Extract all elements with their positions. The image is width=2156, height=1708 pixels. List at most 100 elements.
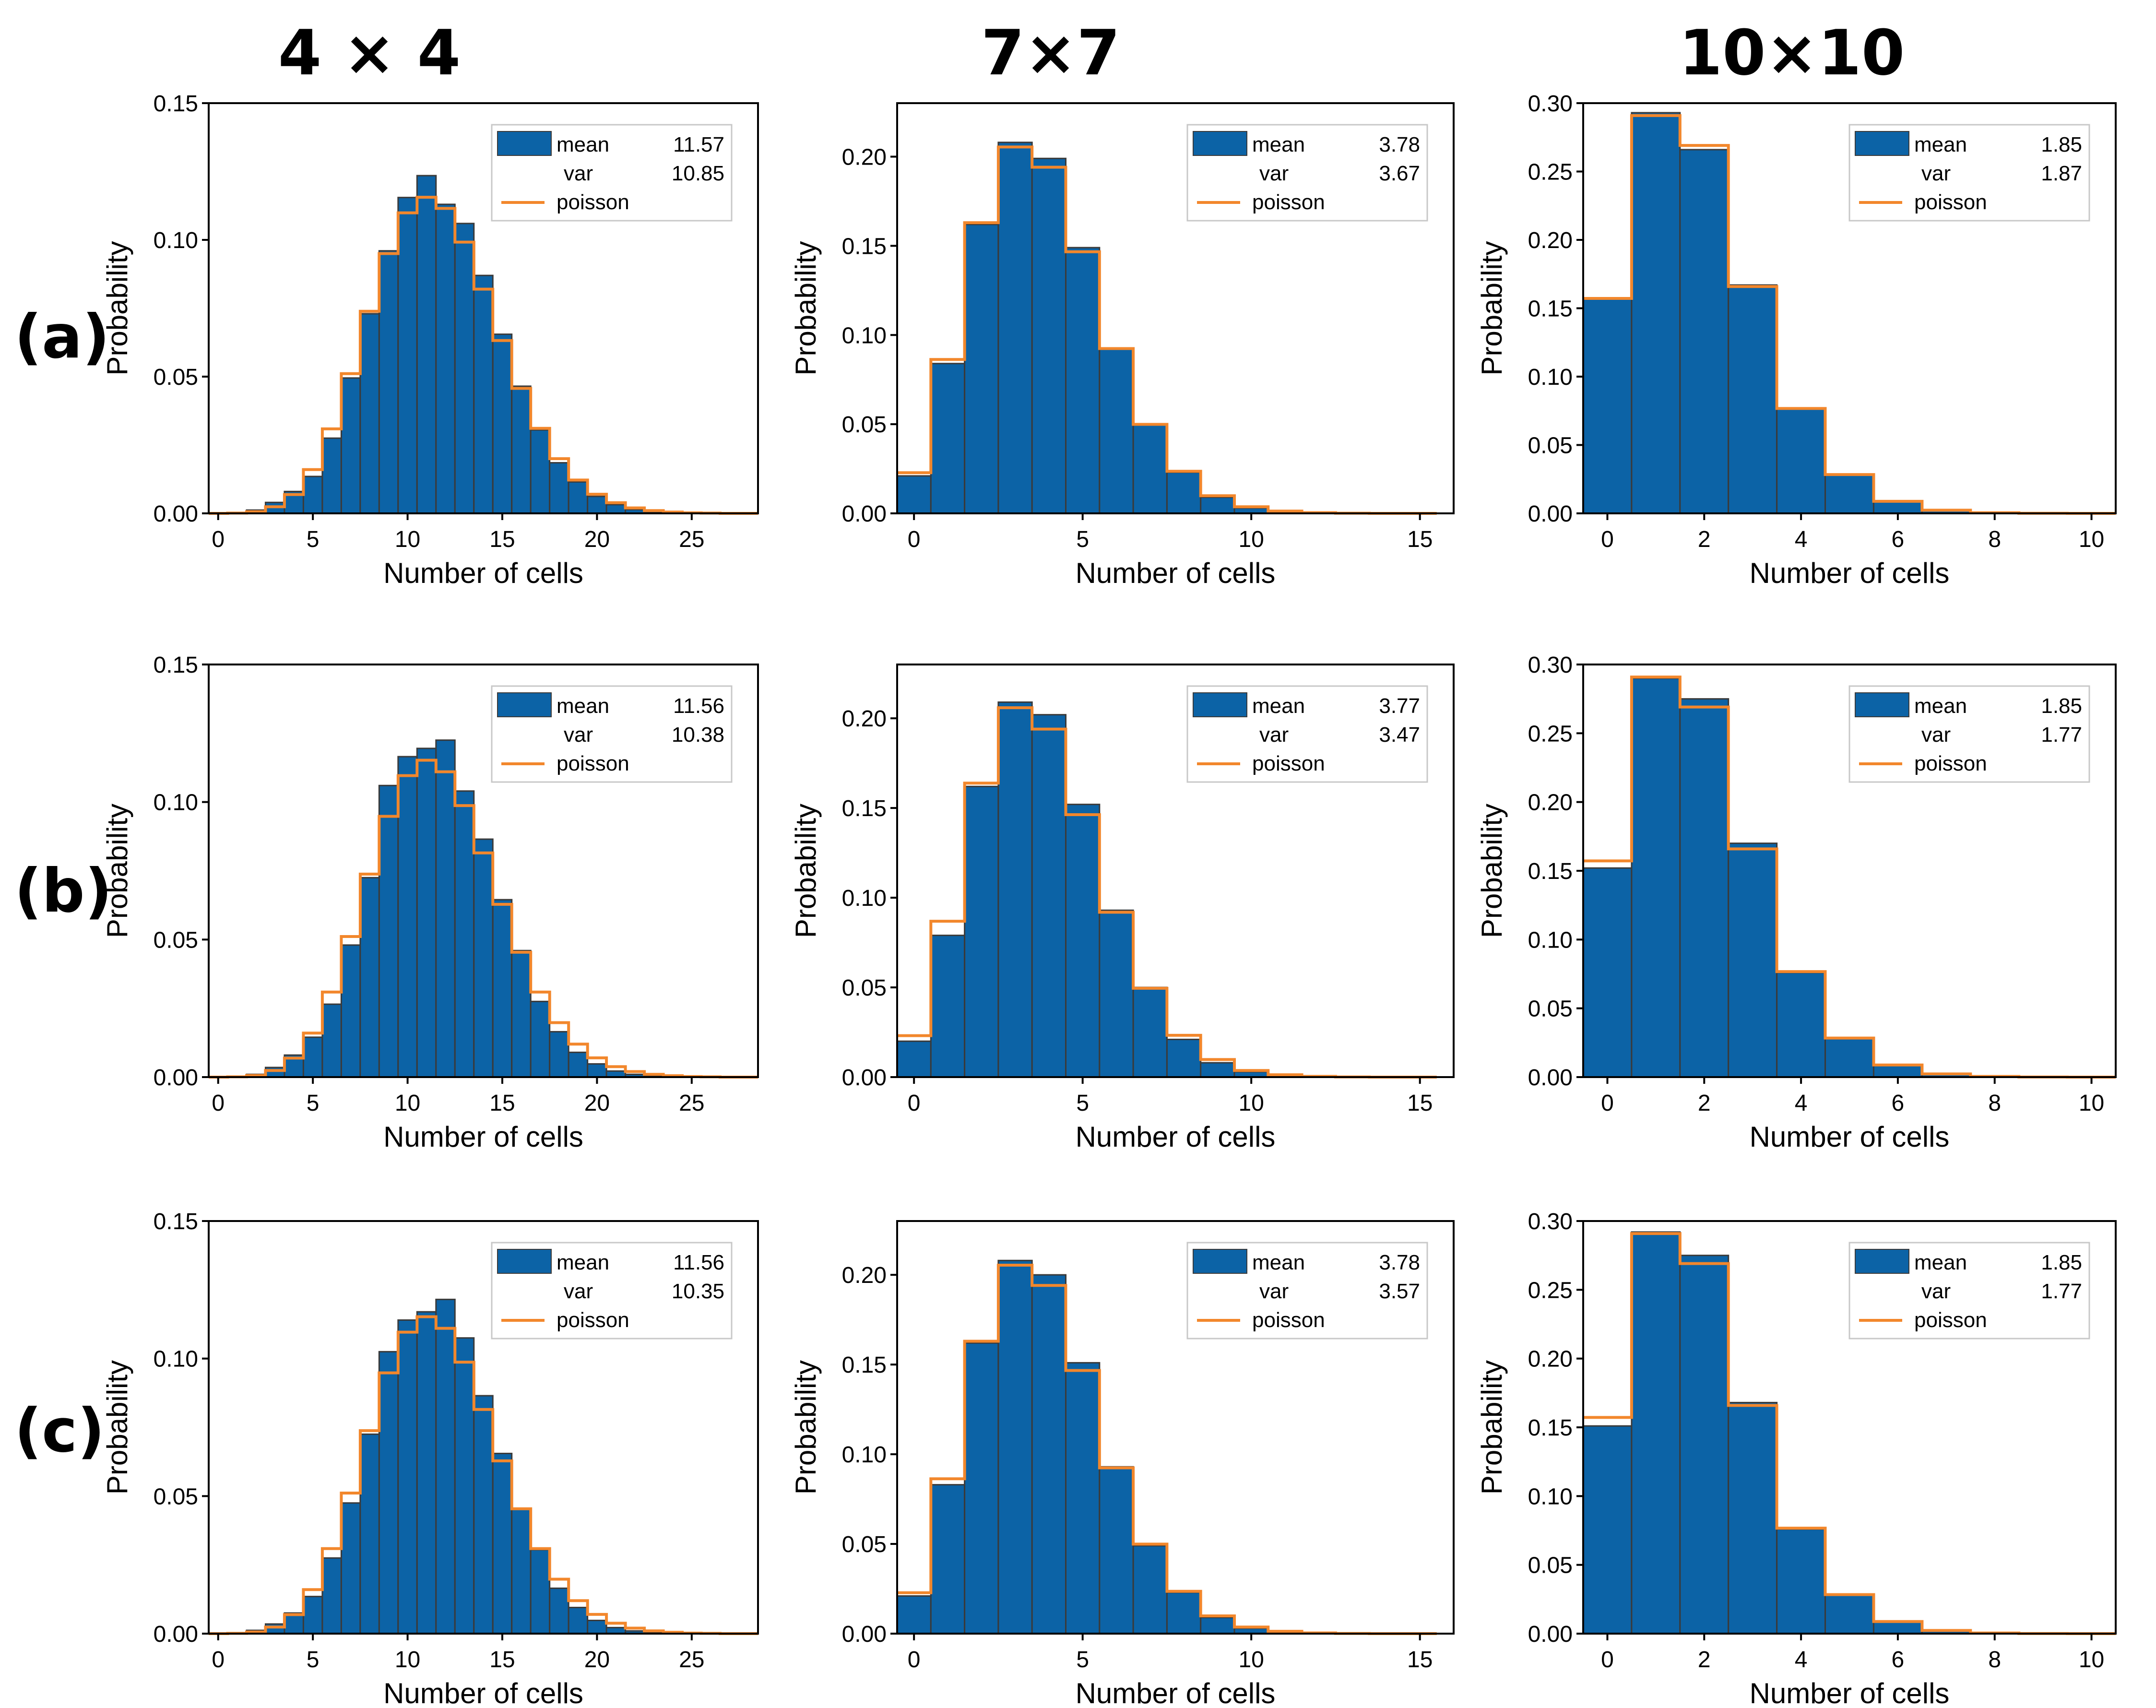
histogram-bar — [1031, 714, 1067, 1078]
x-tick-label: 25 — [679, 527, 704, 552]
legend-var-value: 3.47 — [1379, 723, 1420, 747]
histogram-bar — [511, 1507, 532, 1635]
histogram-panel: 0 2 4 6 8 10 0.00 0.05 0.10 0.15 0.20 0.25 0.30 Numbe… — [1476, 652, 2117, 1153]
legend: mean 1.85 var 1.87 poisson — [1848, 124, 2090, 222]
y-axis-label: Probability — [1476, 241, 1508, 375]
histogram-bar — [321, 1003, 342, 1078]
histogram-bar — [997, 1259, 1033, 1635]
histogram-bar — [1679, 698, 1730, 1078]
y-tick-label: 0.30 — [1528, 1209, 1573, 1234]
column-title-7x7: 7×7 — [981, 16, 1120, 89]
y-tick-label: 0.00 — [154, 501, 198, 527]
legend-poisson-label: poisson — [1914, 1308, 1987, 1332]
legend-mean-label: mean — [557, 1251, 609, 1274]
plot-frame — [208, 1220, 759, 1635]
histogram-bar — [1031, 157, 1067, 514]
y-tick-label: 0.05 — [1528, 1553, 1573, 1578]
x-tick-label: 5 — [307, 527, 320, 552]
histogram-bar — [378, 1351, 399, 1635]
legend-var-label: var — [564, 1280, 593, 1303]
histogram-panel: 0 5 10 15 20 25 0.00 0.05 0.10 0.15 Number of cell… — [101, 652, 759, 1153]
legend-var-label: var — [1921, 1280, 1951, 1303]
x-axis-label: Number of cells — [1750, 557, 1950, 589]
x-tick-label: 0 — [1601, 527, 1614, 552]
legend-bar-swatch — [497, 1249, 552, 1274]
legend-var-label: var — [564, 723, 593, 747]
x-tick-label: 15 — [1407, 1647, 1433, 1672]
x-tick-label: 4 — [1795, 1091, 1808, 1116]
x-tick-label: 15 — [489, 1647, 515, 1672]
legend-bar-swatch — [1193, 1249, 1247, 1274]
histogram-panel: 0 5 10 15 0.00 0.05 0.10 0.15 0.20 Number of cell… — [790, 664, 1455, 1153]
x-tick-label: 0 — [908, 527, 921, 552]
y-axis-label: Probability — [101, 241, 133, 375]
x-tick-label: 4 — [1795, 527, 1808, 552]
histogram-bar — [340, 1502, 361, 1635]
y-tick-label: 0.05 — [1528, 996, 1573, 1022]
histogram-bar — [605, 504, 627, 514]
x-tick-label: 0 — [212, 527, 225, 552]
x-tick-label: 5 — [307, 1091, 320, 1116]
histogram-bar — [302, 475, 323, 514]
legend-var-value: 3.57 — [1379, 1280, 1420, 1303]
x-tick-label: 0 — [908, 1091, 921, 1116]
x-tick-label: 15 — [489, 527, 515, 552]
legend-mean-value: 3.77 — [1379, 694, 1420, 718]
histogram-bar — [930, 363, 966, 514]
histogram-bar — [896, 1595, 932, 1635]
legend: mean 11.57 var 10.85 poisson — [491, 124, 733, 222]
x-tick-label: 20 — [584, 527, 610, 552]
legend-var-value: 10.35 — [672, 1280, 724, 1303]
x-axis-label: Number of cells — [383, 1121, 583, 1153]
legend-var-label: var — [1921, 162, 1951, 185]
y-axis-label: Probability — [790, 241, 822, 375]
histogram-bar — [530, 1549, 551, 1635]
histogram-bar — [378, 784, 399, 1078]
x-axis-label: Number of cells — [1076, 1121, 1276, 1153]
histogram-bar — [1200, 1062, 1235, 1078]
legend: mean 11.56 var 10.35 poisson — [491, 1242, 733, 1340]
histogram-bar — [378, 250, 399, 514]
plot-frame — [208, 102, 759, 514]
histogram-bar — [473, 274, 494, 514]
x-axis-label: Number of cells — [1750, 1121, 1950, 1153]
histogram-bar — [568, 1607, 589, 1635]
row-label-b: (b) — [14, 856, 112, 926]
y-tick-label: 0.20 — [1528, 228, 1573, 253]
poisson-step-line — [209, 1315, 758, 1635]
histogram-bar — [930, 935, 966, 1078]
plot-frame — [896, 664, 1455, 1078]
histogram-bar — [1582, 1425, 1633, 1635]
x-tick-label: 10 — [1238, 527, 1264, 552]
row-label-c: (c) — [14, 1396, 105, 1466]
plot-frame — [896, 102, 1455, 514]
histogram-bar — [1132, 423, 1168, 514]
plot-frame — [896, 1220, 1455, 1635]
histogram-bar — [549, 462, 569, 514]
legend-mean-label: mean — [1252, 1251, 1305, 1274]
histogram-bar — [340, 944, 361, 1078]
histogram-bar — [416, 1311, 437, 1635]
histogram-bar — [1824, 1594, 1874, 1635]
histogram-bar — [511, 949, 532, 1078]
legend-bar-swatch — [497, 692, 552, 717]
histogram-bar — [454, 790, 475, 1078]
y-tick-label: 0.00 — [842, 1065, 887, 1091]
y-axis-label: Probability — [1476, 804, 1508, 938]
histogram-bar — [1872, 1064, 1923, 1078]
x-axis-label: Number of cells — [1750, 1677, 1950, 1708]
histogram-bar — [1582, 298, 1633, 514]
legend-var-value: 10.38 — [672, 723, 724, 747]
legend-mean-label: mean — [557, 133, 609, 156]
legend-poisson-label: poisson — [1914, 752, 1987, 775]
x-tick-label: 2 — [1698, 1091, 1711, 1116]
x-tick-label: 8 — [1988, 1091, 2001, 1116]
histogram-bar — [1728, 842, 1778, 1078]
histogram-bar — [1728, 284, 1778, 514]
y-tick-label: 0.15 — [842, 1352, 887, 1378]
histogram-bar — [896, 1040, 932, 1078]
x-tick-label: 0 — [908, 1647, 921, 1672]
y-tick-label: 0.10 — [1528, 365, 1573, 390]
